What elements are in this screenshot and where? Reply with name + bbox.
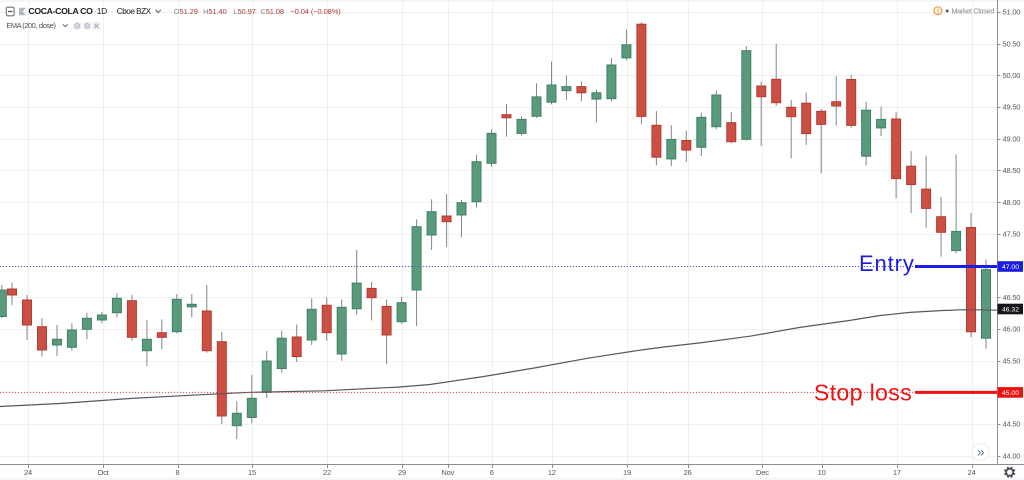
svg-text:49.00: 49.00 (1003, 134, 1021, 143)
svg-text:6: 6 (490, 468, 494, 477)
svg-text:8: 8 (176, 468, 180, 477)
svg-text:29: 29 (398, 468, 406, 477)
svg-text:Stop loss: Stop loss (814, 379, 912, 405)
svg-text:1D: 1D (97, 6, 107, 16)
svg-text:51.00: 51.00 (1003, 8, 1021, 17)
svg-text:26: 26 (684, 468, 692, 477)
svg-text:47.00: 47.00 (1002, 264, 1019, 271)
svg-text:46.50: 46.50 (1003, 293, 1021, 302)
svg-text:15: 15 (248, 468, 256, 477)
svg-text:Oct: Oct (97, 468, 109, 477)
svg-text:24: 24 (24, 468, 32, 477)
svg-text:Market Closed: Market Closed (952, 6, 995, 15)
svg-text:EMA (200, close): EMA (200, close) (6, 21, 55, 30)
svg-text:19: 19 (623, 468, 631, 477)
svg-text:C51.08: C51.08 (260, 7, 284, 16)
svg-text:46.32: 46.32 (1002, 307, 1019, 314)
svg-text:L50.97: L50.97 (233, 7, 255, 16)
svg-text:·: · (111, 6, 114, 16)
svg-text:Dec: Dec (756, 468, 769, 477)
svg-text:44.50: 44.50 (1003, 420, 1021, 429)
svg-text:Entry: Entry (859, 251, 915, 276)
svg-text:»: » (977, 445, 985, 460)
svg-text:48.00: 48.00 (1003, 198, 1021, 207)
svg-text:22: 22 (323, 468, 331, 477)
svg-text:17: 17 (893, 468, 901, 477)
svg-text:50.50: 50.50 (1003, 39, 1021, 48)
svg-text:44.00: 44.00 (1003, 451, 1021, 460)
svg-text:50.00: 50.00 (1003, 71, 1021, 80)
svg-text:45.00: 45.00 (1002, 390, 1019, 397)
svg-text:−0.04 (−0.08%): −0.04 (−0.08%) (290, 7, 341, 16)
svg-text:10: 10 (818, 468, 826, 477)
svg-text:H51.40: H51.40 (203, 7, 227, 16)
svg-text:24: 24 (968, 468, 976, 477)
svg-text:O51.29: O51.29 (174, 7, 198, 16)
svg-text:Cboe BZX: Cboe BZX (117, 7, 152, 16)
svg-text:47.50: 47.50 (1003, 230, 1021, 239)
svg-text:45.50: 45.50 (1003, 356, 1021, 365)
svg-text:12: 12 (548, 468, 556, 477)
svg-text:49.50: 49.50 (1003, 103, 1021, 112)
svg-text:46.00: 46.00 (1003, 325, 1021, 334)
svg-text:·: · (94, 6, 97, 16)
svg-text:COCA-COLA CO: COCA-COLA CO (28, 6, 93, 16)
svg-text:Nov: Nov (441, 468, 454, 477)
svg-text:48.50: 48.50 (1003, 166, 1021, 175)
